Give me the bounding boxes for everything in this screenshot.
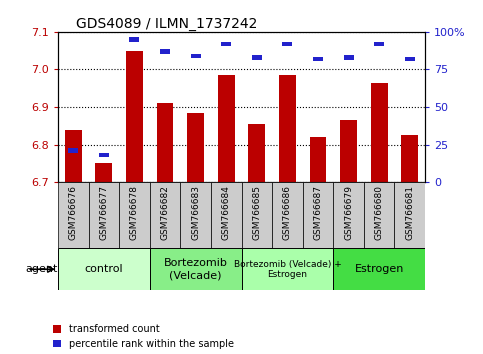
Text: GSM766687: GSM766687 bbox=[313, 185, 323, 240]
Bar bbox=[221, 42, 231, 46]
Bar bbox=[129, 37, 140, 42]
Bar bbox=[242, 182, 272, 248]
Text: GSM766685: GSM766685 bbox=[252, 185, 261, 240]
Text: GSM766683: GSM766683 bbox=[191, 185, 200, 240]
Bar bbox=[283, 42, 292, 46]
Text: Estrogen: Estrogen bbox=[355, 264, 404, 274]
Bar bbox=[218, 75, 235, 182]
Legend: transformed count, percentile rank within the sample: transformed count, percentile rank withi… bbox=[53, 324, 234, 349]
Text: GDS4089 / ILMN_1737242: GDS4089 / ILMN_1737242 bbox=[76, 17, 258, 31]
Bar bbox=[96, 163, 112, 182]
Bar bbox=[150, 182, 180, 248]
Bar bbox=[242, 248, 333, 290]
Bar bbox=[333, 248, 425, 290]
Bar bbox=[58, 182, 88, 248]
Bar bbox=[310, 137, 327, 182]
Bar bbox=[156, 103, 173, 182]
Text: GSM766678: GSM766678 bbox=[130, 185, 139, 240]
Bar bbox=[99, 153, 109, 157]
Bar bbox=[279, 75, 296, 182]
Bar bbox=[88, 182, 119, 248]
Bar bbox=[248, 124, 265, 182]
Bar bbox=[401, 135, 418, 182]
Text: GSM766679: GSM766679 bbox=[344, 185, 353, 240]
Bar bbox=[160, 49, 170, 54]
Text: GSM766677: GSM766677 bbox=[99, 185, 108, 240]
Bar bbox=[191, 54, 200, 58]
Text: GSM766686: GSM766686 bbox=[283, 185, 292, 240]
Bar bbox=[395, 182, 425, 248]
Text: GSM766680: GSM766680 bbox=[375, 185, 384, 240]
Bar bbox=[333, 182, 364, 248]
Text: agent: agent bbox=[26, 264, 58, 274]
Bar bbox=[405, 57, 415, 61]
Bar bbox=[272, 182, 303, 248]
Bar bbox=[313, 57, 323, 61]
Text: GSM766676: GSM766676 bbox=[69, 185, 78, 240]
Text: GSM766681: GSM766681 bbox=[405, 185, 414, 240]
Bar bbox=[340, 120, 357, 182]
Bar bbox=[374, 42, 384, 46]
Bar bbox=[364, 182, 395, 248]
Text: Bortezomib (Velcade) +
Estrogen: Bortezomib (Velcade) + Estrogen bbox=[233, 259, 341, 279]
Bar bbox=[343, 55, 354, 60]
Bar bbox=[180, 182, 211, 248]
Bar bbox=[303, 182, 333, 248]
Bar bbox=[68, 148, 78, 153]
Bar bbox=[65, 130, 82, 182]
Bar bbox=[371, 82, 387, 182]
Text: GSM766684: GSM766684 bbox=[222, 185, 231, 240]
Bar bbox=[58, 248, 150, 290]
Bar bbox=[187, 113, 204, 182]
Bar bbox=[119, 182, 150, 248]
Bar bbox=[126, 51, 143, 182]
Bar bbox=[252, 55, 262, 60]
Bar bbox=[150, 248, 242, 290]
Text: Bortezomib
(Velcade): Bortezomib (Velcade) bbox=[164, 258, 227, 280]
Bar bbox=[211, 182, 242, 248]
Text: control: control bbox=[85, 264, 123, 274]
Text: GSM766682: GSM766682 bbox=[160, 185, 170, 240]
